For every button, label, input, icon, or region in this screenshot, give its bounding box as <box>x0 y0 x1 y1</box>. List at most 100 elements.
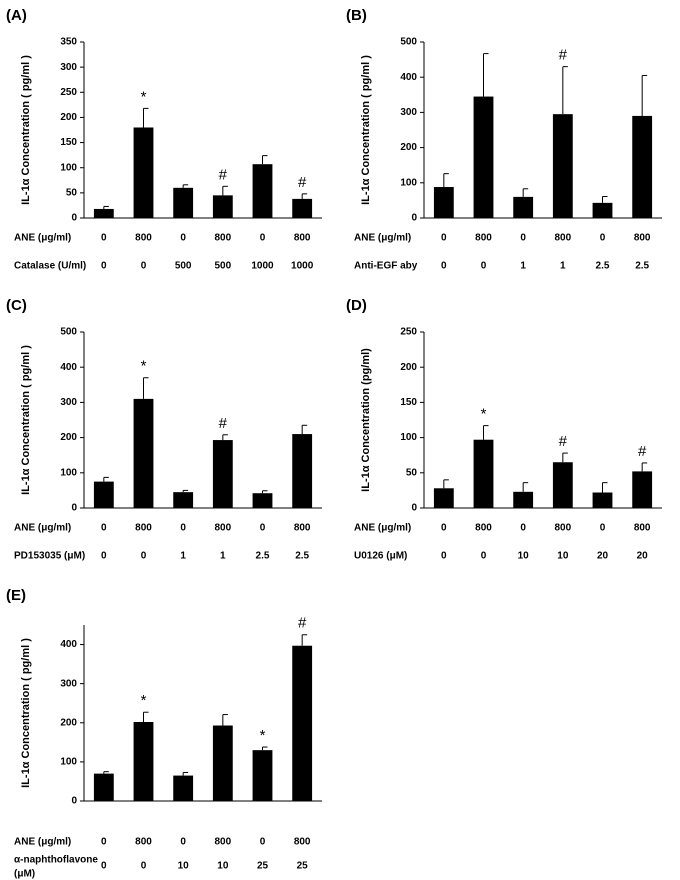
annotation: * <box>141 88 147 105</box>
row-value: 0 <box>260 837 266 848</box>
row-value: 0 <box>520 233 526 244</box>
row-value: 0 <box>101 551 107 562</box>
row-value: 800 <box>634 523 651 534</box>
row-name: U0126 (μM) <box>354 551 407 562</box>
row-value: 0 <box>260 233 266 244</box>
row-value: 25 <box>297 861 309 872</box>
row-value: 0 <box>180 233 186 244</box>
annotation: # <box>298 174 307 191</box>
row-value: 1 <box>220 551 226 562</box>
row-value: 0 <box>101 861 107 872</box>
bar <box>292 434 313 508</box>
panel: (B)IL-1α Concentration ( pg/ml )01002003… <box>346 7 662 272</box>
y-axis-label: IL-1α Concentration ( pg/ml ) <box>20 638 32 788</box>
y-tick-label: 0 <box>71 796 77 807</box>
bar <box>513 491 534 508</box>
y-tick-label: 200 <box>60 432 77 443</box>
row-name: (μM) <box>14 869 35 880</box>
bar <box>592 202 613 218</box>
bar <box>513 196 534 218</box>
panel-label: (E) <box>6 587 26 604</box>
bar <box>173 187 194 218</box>
row-value: 0 <box>260 523 266 534</box>
bar <box>473 96 494 218</box>
bar <box>133 127 154 218</box>
row-name: Anti-EGF aby <box>354 261 418 272</box>
row-value: 800 <box>135 523 152 534</box>
row-value: 500 <box>214 261 231 272</box>
annotation: # <box>298 615 307 632</box>
annotation: * <box>141 358 147 375</box>
y-tick-label: 250 <box>400 327 417 338</box>
row-value: 800 <box>214 233 231 244</box>
bar <box>133 398 154 508</box>
row-value: 0 <box>481 261 487 272</box>
bar <box>292 645 313 801</box>
bar <box>173 492 194 508</box>
row-value: 800 <box>475 523 492 534</box>
bar <box>93 481 114 508</box>
bar <box>632 115 653 218</box>
y-tick-label: 500 <box>60 327 77 338</box>
bar <box>433 187 454 218</box>
panel-label: (C) <box>6 297 27 314</box>
y-tick-label: 100 <box>400 177 417 188</box>
row-value: 0 <box>141 861 147 872</box>
row-value: 2.5 <box>295 551 309 562</box>
bar <box>252 493 273 508</box>
panel: (C)IL-1α Concentration ( pg/ml )01002003… <box>6 297 322 562</box>
row-value: 10 <box>518 551 530 562</box>
panel-label: (D) <box>346 297 367 314</box>
y-tick-label: 300 <box>400 107 417 118</box>
row-value: 0 <box>180 837 186 848</box>
bar <box>93 773 114 801</box>
y-tick-label: 150 <box>60 137 77 148</box>
row-value: 800 <box>554 523 571 534</box>
row-value: 800 <box>294 837 311 848</box>
row-value: 0 <box>441 233 447 244</box>
y-tick-label: 50 <box>406 467 418 478</box>
row-name: ANE (μg/ml) <box>14 837 71 848</box>
annotation: # <box>559 47 568 64</box>
bar <box>212 195 233 218</box>
y-axis-label: IL-1α Concentration ( pg/ml ) <box>360 55 372 205</box>
y-tick-label: 200 <box>60 112 77 123</box>
bar <box>473 439 494 508</box>
y-tick-label: 0 <box>411 213 417 224</box>
y-tick-label: 300 <box>60 62 77 73</box>
panel: (E)IL-1α Concentration ( pg/ml )01002003… <box>6 587 322 880</box>
row-value: 500 <box>175 261 192 272</box>
panel: (D)IL-1α Concentration (pg/ml)0501001502… <box>346 297 662 562</box>
row-value: 10 <box>557 551 569 562</box>
row-value: 0 <box>101 261 107 272</box>
row-value: 0 <box>441 551 447 562</box>
y-tick-label: 100 <box>60 162 77 173</box>
annotation: * <box>260 727 266 744</box>
annotation: # <box>559 433 568 450</box>
row-name: ANE (μg/ml) <box>354 523 411 534</box>
row-name: PD153035 (μM) <box>14 551 85 562</box>
annotation: * <box>141 692 147 709</box>
row-value: 800 <box>554 233 571 244</box>
row-value: 800 <box>214 523 231 534</box>
bar <box>212 725 233 801</box>
row-value: 10 <box>217 861 229 872</box>
row-value: 1 <box>520 261 526 272</box>
row-value: 800 <box>634 233 651 244</box>
row-value: 800 <box>475 233 492 244</box>
row-value: 0 <box>101 523 107 534</box>
y-axis-label: IL-1α Concentration ( pg/ml ) <box>20 345 32 495</box>
row-value: 1 <box>180 551 186 562</box>
annotation: # <box>638 443 647 460</box>
y-tick-label: 200 <box>60 717 77 728</box>
y-tick-label: 200 <box>400 362 417 373</box>
row-value: 0 <box>180 523 186 534</box>
bar <box>133 721 154 801</box>
row-name: Catalase (U/ml) <box>14 261 86 272</box>
row-value: 10 <box>178 861 190 872</box>
row-value: 2.5 <box>635 261 649 272</box>
row-name: ANE (μg/ml) <box>354 233 411 244</box>
bar <box>173 775 194 801</box>
y-axis-label: IL-1α Concentration ( pg/ml ) <box>20 55 32 205</box>
y-tick-label: 100 <box>60 467 77 478</box>
